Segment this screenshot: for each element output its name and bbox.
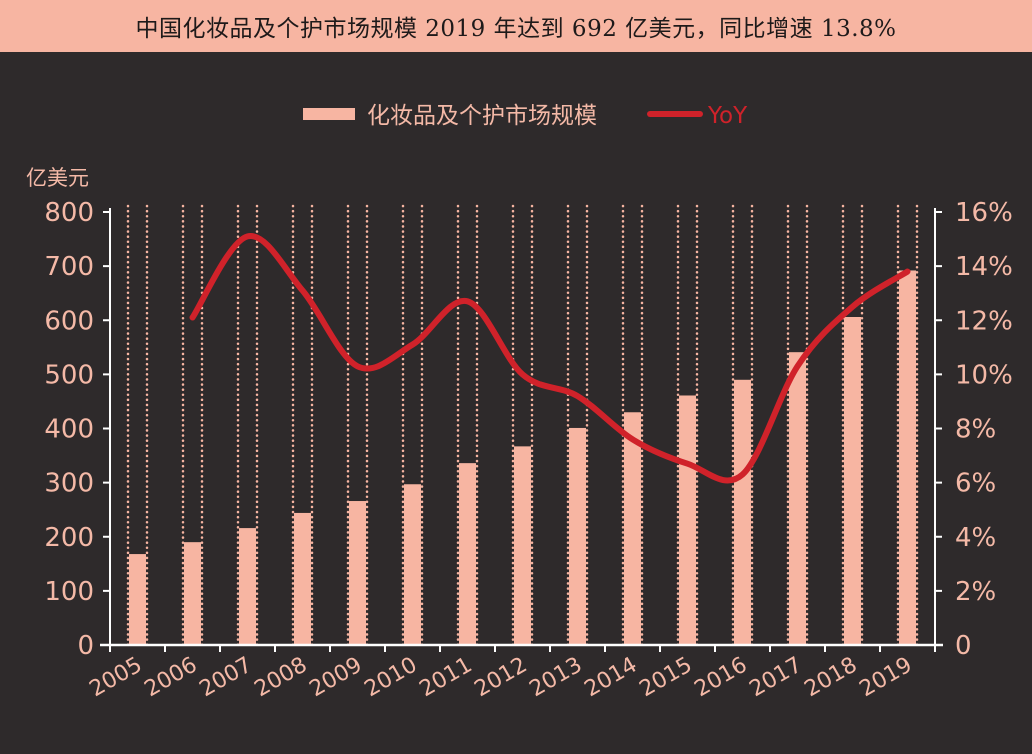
bar [569,427,586,645]
legend-label-line: YoY [707,103,748,129]
y-left-tick-label: 600 [44,306,94,336]
bar-column-outline [786,204,809,647]
bar-column-outline [841,204,864,647]
bar [184,542,201,645]
x-tick-label: 2007 [196,653,257,703]
title-bar: 中国化妆品及个护市场规模 2019 年达到 692 亿美元，同比增速 13.8% [0,0,1032,52]
y-left-tick-label: 400 [44,415,94,445]
x-tick-label: 2017 [746,653,807,703]
chart-area: 0 100 200 300 400 500 600 700 800 0 2% 4% 6% 8% 10% 12%… [26,103,1013,703]
legend: 化妆品及个护市场规模 YoY [303,103,748,129]
bar-column-outline [621,204,644,647]
legend-label-bar: 化妆品及个护市场规模 [367,103,597,129]
x-tick-label: 2019 [856,653,917,703]
bar-column-outline [401,204,424,647]
bar [349,501,366,645]
y-right-tick-label: 16% [955,198,1013,228]
y-right-tick-label: 10% [955,360,1013,390]
x-tick-label: 2015 [636,653,697,703]
chart-title: 中国化妆品及个护市场规模 2019 年达到 692 亿美元，同比增速 13.8% [135,16,897,42]
x-tick-label: 2010 [361,653,422,703]
y-left-tick-label: 800 [44,198,94,228]
y-right-tick-label: 8% [955,415,996,445]
x-tick-label: 2011 [416,653,477,703]
bar [899,270,916,645]
y-right-tick-label: 12% [955,306,1013,336]
bar [844,317,861,645]
bar-column-outline [181,204,204,647]
x-tick-label: 2013 [526,653,587,703]
y-right-tick-label: 6% [955,469,996,499]
y-left-tick-label: 500 [44,360,94,390]
x-tick-label: 2009 [306,653,367,703]
x-tick-label: 2014 [581,653,642,703]
y-left-tick-label: 300 [44,469,94,499]
bar [514,446,531,645]
y-right-tick-label: 0 [955,631,972,661]
bar [129,554,146,645]
bar [734,379,751,645]
legend-swatch-bar [303,108,355,120]
x-tick-label: 2008 [251,653,312,703]
y-right-tick-label: 4% [955,523,996,553]
bar-column-outline [896,204,919,647]
bar-column-outline [511,204,534,647]
bar [459,463,476,645]
bar [679,395,696,645]
y-left-tick-label: 0 [77,631,94,661]
bar [239,528,256,645]
y-right-tick-label: 14% [955,252,1013,282]
bar-column-outline [291,204,314,647]
x-tick-label: 2006 [141,653,202,703]
bar-column-outline [456,204,479,647]
x-tick-label: 2018 [801,653,862,703]
y-left-tick-label: 100 [44,577,94,607]
y-right-tick-label: 2% [955,577,996,607]
bar-column-outline [236,204,259,647]
bar [294,512,311,645]
bar [789,352,806,645]
x-tick-label: 2012 [471,653,532,703]
bar-column-outline [126,204,149,647]
y-left-tick-label: 200 [44,523,94,553]
bar-column-outline [566,204,589,647]
y-left-tick-label: 700 [44,252,94,282]
bar [404,484,421,645]
bar-column-outline [346,204,369,647]
x-tick-label: 2016 [691,653,752,703]
x-tick-label: 2005 [86,653,147,703]
bar-column-outline [731,204,754,647]
bar [624,412,641,645]
bar-column-outline [676,204,699,647]
y-left-axis-label: 亿美元 [26,166,89,190]
